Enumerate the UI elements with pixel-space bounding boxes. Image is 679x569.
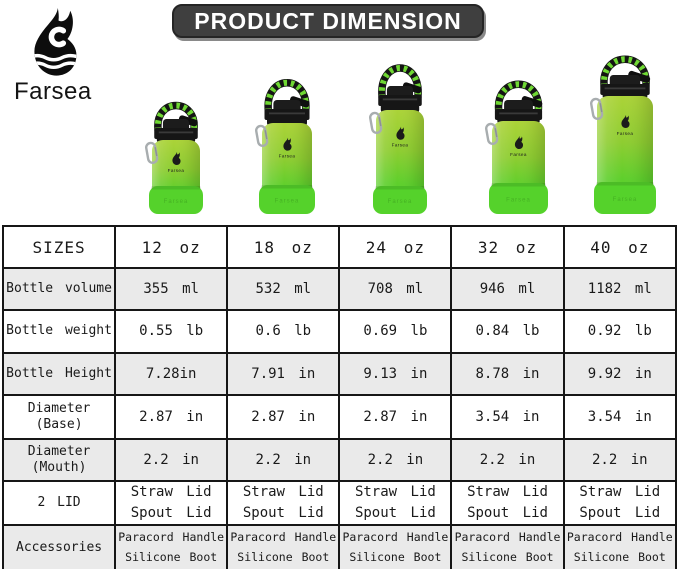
- svg-text:Farsea: Farsea: [388, 199, 413, 205]
- table-cell: 2.2 in: [114, 438, 229, 482]
- table-cell: Paracord Handle Silicone Boot: [562, 524, 678, 569]
- brand-name: Farsea: [14, 78, 92, 105]
- table-cell: 3.54 in: [450, 394, 565, 440]
- table-cell: 1182 ml: [562, 267, 678, 311]
- row-label: Diameter (Base): [1, 394, 117, 440]
- table-cell: 0.84 lb: [450, 309, 565, 354]
- table-cell: 532 ml: [226, 267, 341, 311]
- svg-text:Farsea: Farsea: [168, 168, 185, 173]
- svg-text:Farsea: Farsea: [506, 198, 531, 204]
- brand-drop-icon: [22, 8, 84, 77]
- column-header: 18 oz: [226, 225, 341, 269]
- table-row: Bottle Height 7.28in 7.91 in 9.13 in 8.7…: [1, 352, 678, 396]
- table-row: 2 LID Straw Lid Spout Lid Straw Lid Spou…: [1, 480, 678, 526]
- table-cell: Paracord Handle Silicone Boot: [114, 524, 229, 569]
- table-cell: 0.69 lb: [338, 309, 453, 354]
- table-cell: 2.2 in: [338, 438, 453, 482]
- table-cell: 946 ml: [450, 267, 565, 311]
- table-cell: Paracord Handle Silicone Boot: [450, 524, 565, 569]
- table-header-row: SIZES 12 oz 18 oz 24 oz 32 oz 40 oz: [1, 225, 678, 269]
- column-header: SIZES: [1, 225, 117, 269]
- bottle-photo-18-oz: Farsea Farsea: [252, 65, 322, 214]
- table-cell: 9.13 in: [338, 352, 453, 396]
- svg-text:Farsea: Farsea: [510, 152, 527, 157]
- column-header: 32 oz: [450, 225, 565, 269]
- row-label: Bottle volume: [1, 267, 117, 311]
- table-cell: 708 ml: [338, 267, 453, 311]
- table-cell: 0.6 lb: [226, 309, 341, 354]
- row-label: Diameter (Mouth): [1, 438, 117, 482]
- bottle-photo-12-oz: Farsea Farsea: [142, 89, 210, 214]
- table-cell: 2.87 in: [338, 394, 453, 440]
- table-cell: 0.55 lb: [114, 309, 229, 354]
- svg-text:Farsea: Farsea: [275, 199, 300, 205]
- bottle-photo-40-oz: Farsea Farsea: [587, 42, 663, 214]
- table-cell: 7.91 in: [226, 352, 341, 396]
- table-cell: Straw Lid Spout Lid: [114, 480, 229, 526]
- table-cell: 2.2 in: [226, 438, 341, 482]
- table-cell: Straw Lid Spout Lid: [226, 480, 341, 526]
- row-label: Bottle Height: [1, 352, 117, 396]
- column-header: 40 oz: [562, 225, 678, 269]
- table-row: Diameter (Base) 2.87 in 2.87 in 2.87 in …: [1, 394, 678, 440]
- bottle-photo-24-oz: Farsea Farsea: [366, 50, 434, 214]
- svg-text:Farsea: Farsea: [613, 197, 638, 203]
- table-cell: Straw Lid Spout Lid: [450, 480, 565, 526]
- table-cell: 9.92 in: [562, 352, 678, 396]
- dimension-table: SIZES 12 oz 18 oz 24 oz 32 oz 40 oz Bott…: [1, 225, 678, 569]
- table-row: Bottle weight 0.55 lb 0.6 lb 0.69 lb 0.8…: [1, 309, 678, 354]
- table-cell: Straw Lid Spout Lid: [562, 480, 678, 526]
- table-cell: Paracord Handle Silicone Boot: [338, 524, 453, 569]
- page-title: PRODUCT DIMENSION: [172, 4, 484, 38]
- svg-text:Farsea: Farsea: [279, 154, 296, 159]
- svg-text:Farsea: Farsea: [392, 143, 409, 148]
- table-cell: 2.87 in: [114, 394, 229, 440]
- row-label: Bottle weight: [1, 309, 117, 354]
- table-cell: 3.54 in: [562, 394, 678, 440]
- svg-text:Farsea: Farsea: [164, 199, 189, 205]
- table-cell: Straw Lid Spout Lid: [338, 480, 453, 526]
- table-row: Bottle volume 355 ml 532 ml 708 ml 946 m…: [1, 267, 678, 311]
- row-label: Accessories: [1, 524, 117, 569]
- page-title-text: PRODUCT DIMENSION: [194, 7, 462, 34]
- bottle-photo-32-oz: Farsea Farsea: [482, 67, 555, 214]
- row-label: 2 LID: [1, 480, 117, 526]
- table-cell: 8.78 in: [450, 352, 565, 396]
- svg-text:Farsea: Farsea: [617, 131, 634, 136]
- table-cell: 2.87 in: [226, 394, 341, 440]
- table-cell: 2.2 in: [562, 438, 678, 482]
- table-cell: 0.92 lb: [562, 309, 678, 354]
- column-header: 24 oz: [338, 225, 453, 269]
- brand-logo: Farsea: [14, 8, 134, 106]
- table-row: Accessories Paracord Handle Silicone Boo…: [1, 524, 678, 569]
- table-cell: 2.2 in: [450, 438, 565, 482]
- table-cell: Paracord Handle Silicone Boot: [226, 524, 341, 569]
- table-cell: 355 ml: [114, 267, 229, 311]
- table-cell: 7.28in: [114, 352, 229, 396]
- table-row: Diameter (Mouth) 2.2 in 2.2 in 2.2 in 2.…: [1, 438, 678, 482]
- column-header: 12 oz: [114, 225, 229, 269]
